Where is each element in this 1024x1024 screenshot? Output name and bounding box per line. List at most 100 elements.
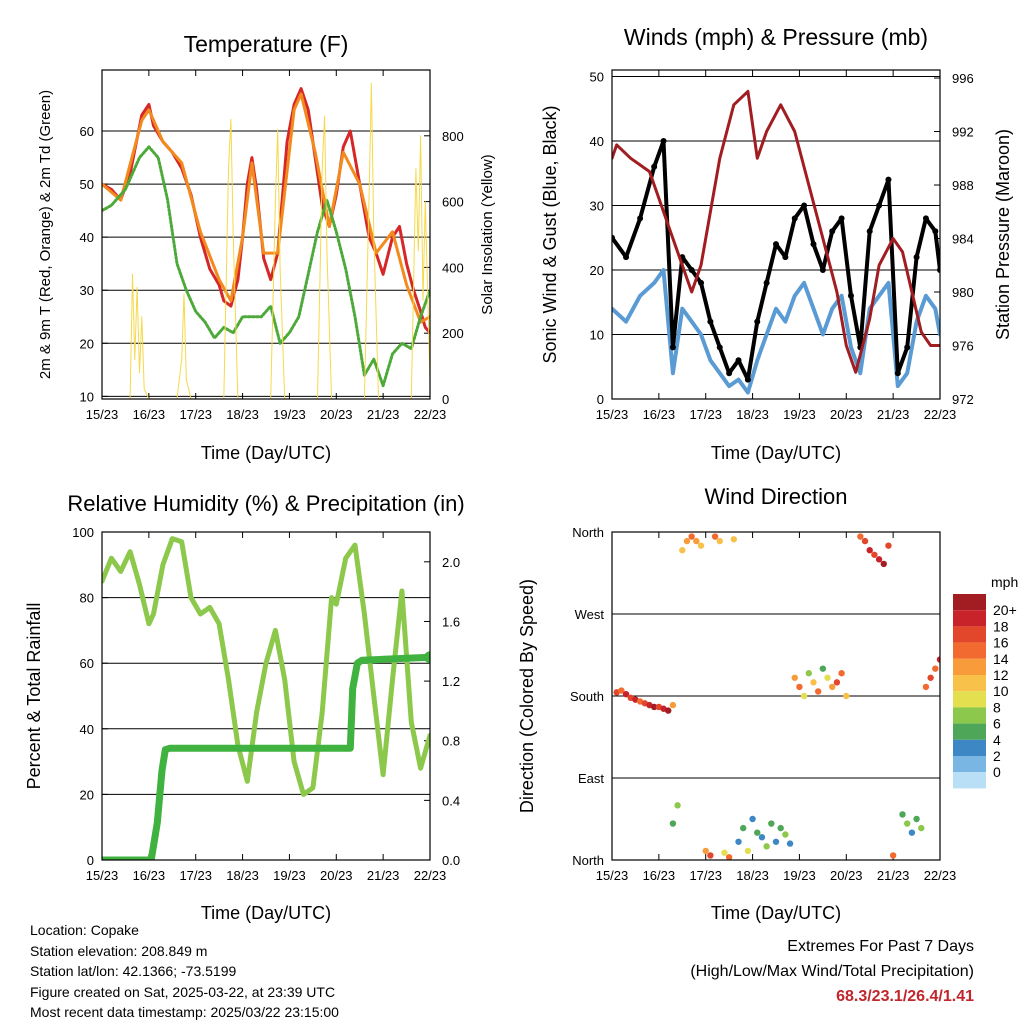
chart-panel-4: Wind DirectionNorthEastSouthWestNorth15/… (517, 484, 1018, 923)
wind-direction-point (777, 824, 784, 832)
colorbar-label: 4 (993, 732, 1001, 748)
x-tick-label: 21/23 (367, 868, 400, 883)
wind-direction-point (927, 674, 934, 681)
y2-tick-label: 972 (952, 392, 974, 407)
gust-point (637, 215, 644, 222)
gust-point (651, 163, 658, 170)
wind-direction-point (707, 852, 714, 859)
wind-direction-point (908, 829, 916, 836)
x-tick-label: 21/23 (877, 868, 910, 883)
wind-direction-point (725, 854, 733, 860)
colorbar-label: 14 (993, 651, 1009, 667)
wind-direction-point (665, 707, 672, 714)
x-tick-label: 19/23 (273, 407, 306, 422)
series-group (102, 536, 430, 860)
wind-direction-point (683, 537, 691, 545)
wind-direction-point (829, 683, 836, 691)
y2-axis-label: Solar Insolation (Yellow) (479, 154, 496, 314)
series-group (102, 82, 430, 399)
x-tick-label: 18/23 (736, 407, 769, 422)
x-tick-label: 17/23 (179, 407, 212, 422)
y-tick-label: 10 (590, 327, 604, 342)
y-tick-label: 0 (87, 853, 94, 868)
x-tick-label: 19/23 (783, 868, 816, 883)
y-tick-label: 50 (80, 177, 94, 192)
colorbar-swatch (953, 626, 986, 643)
wind-direction-point (922, 683, 930, 691)
y-tick-label: West (575, 607, 605, 622)
gust-point (669, 344, 676, 351)
wind-direction-point (796, 683, 803, 691)
gust-point (716, 344, 723, 351)
wind-direction-point (838, 670, 845, 677)
x-tick-label: 22/23 (924, 407, 957, 422)
gust-point (763, 279, 770, 286)
wind-direction-point (913, 815, 920, 823)
extremes-summary: Extremes For Past 7 Days (High/Low/Max W… (690, 934, 974, 1009)
colorbar-swatch (953, 610, 986, 627)
y-tick-label: 30 (590, 198, 604, 213)
gust-point (707, 318, 714, 325)
y-tick-label: North (572, 853, 604, 868)
wind-direction-point (763, 843, 770, 850)
gust-point (773, 241, 779, 248)
wind-direction-point (814, 688, 822, 695)
x-tick-label: 22/23 (924, 868, 957, 883)
colorbar-label: 10 (993, 683, 1009, 699)
series-line-9m-t (102, 92, 430, 324)
x-tick-label: 21/23 (877, 407, 910, 422)
recent-data-text: Most recent data timestamp: 2025/03/22 2… (30, 1004, 339, 1020)
y2-axis-label: Station Pressure (Maroon) (993, 129, 1013, 340)
y2-tick-label: 800 (442, 129, 464, 144)
x-tick-label: 18/23 (226, 407, 259, 422)
wind-direction-point (810, 679, 817, 686)
gust-point (698, 279, 705, 286)
x-axis-label: Time (Day/UTC) (711, 903, 841, 923)
gust-point (801, 202, 808, 209)
colorbar-swatch (953, 658, 986, 675)
x-tick-label: 18/23 (226, 868, 259, 883)
y2-tick-label: 1.2 (442, 674, 460, 689)
gust-point (688, 266, 695, 273)
y-tick-label: 60 (80, 124, 94, 139)
wind-direction-point (758, 834, 766, 841)
gust-point (913, 254, 920, 261)
chart-panel-2: Winds (mph) & Pressure (mb) 0 10 20 30 40 50 97… (540, 24, 1013, 463)
series-line-2m-t (102, 87, 430, 335)
wind-direction-point (918, 824, 925, 832)
wind-direction-point (800, 692, 808, 700)
y-tick-label: East (578, 771, 604, 786)
plot-frame (101, 531, 431, 861)
x-axis-label: Time (Day/UTC) (201, 443, 331, 463)
colorbar-unit: mph (991, 574, 1018, 590)
x-tick-label: 16/23 (133, 868, 166, 883)
precip-end-marker (424, 651, 430, 664)
wind-direction-point (688, 533, 695, 540)
gust-point (754, 318, 761, 325)
x-tick-label: 16/23 (643, 868, 676, 883)
y2-tick-label: 996 (952, 71, 974, 86)
wind-direction-point (843, 692, 850, 700)
colorbar-label: 6 (993, 716, 1001, 732)
colorbar-swatch (953, 756, 986, 773)
x-tick-label: 15/23 (86, 868, 119, 883)
wind-direction-point (721, 849, 728, 856)
y-tick-label: 80 (80, 591, 94, 606)
x-tick-label: 19/23 (273, 868, 306, 883)
y-tick-label: 0 (597, 392, 604, 407)
colorbar-swatch (953, 739, 986, 756)
gust-point (885, 176, 892, 183)
gust-point (932, 228, 939, 235)
x-tick-label: 16/23 (643, 407, 676, 422)
wind-direction-point (711, 533, 719, 540)
gust-point (829, 228, 836, 235)
colorbar-label: 8 (993, 699, 1001, 715)
wind-direction-point (669, 820, 677, 827)
wind-direction-point (618, 687, 625, 694)
colorbar-swatch (953, 723, 986, 740)
wind-direction-point (889, 852, 897, 859)
wind-direction-point (730, 536, 738, 543)
created-text: Figure created on Sat, 2025-03-22, at 23… (30, 983, 336, 1000)
gust-point (847, 292, 854, 299)
